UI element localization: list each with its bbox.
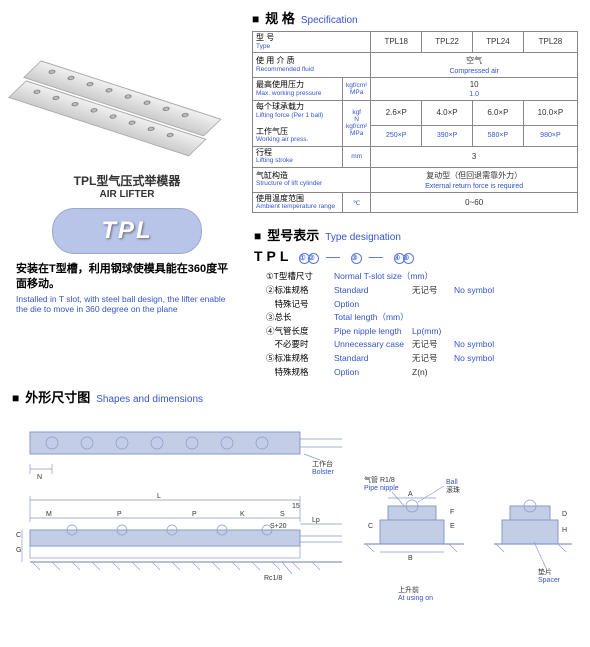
tpl-badge-text: TPL <box>101 217 152 245</box>
svg-text:C: C <box>368 523 373 530</box>
svg-text:气管 R1/8: 气管 R1/8 <box>364 475 395 484</box>
svg-text:15: 15 <box>292 503 300 510</box>
col-2: TPL22 <box>422 32 473 53</box>
svg-text:Lp: Lp <box>312 517 320 524</box>
svg-text:L: L <box>157 493 161 500</box>
product-image <box>12 8 232 168</box>
desig-list: ①T型槽尺寸Normal T-slot size（mm） ②标准规格Standa… <box>254 270 578 379</box>
svg-text:F: F <box>450 509 454 516</box>
col-3: TPL24 <box>472 32 523 53</box>
svg-text:G: G <box>16 547 21 554</box>
svg-text:N: N <box>37 474 42 481</box>
dimension-drawings: N 工作台 Bolster L M P P K S 15 Lp S+ <box>12 414 577 604</box>
svg-text:H: H <box>562 527 567 534</box>
svg-text:At using on: At using on <box>398 595 433 602</box>
svg-text:S: S <box>280 511 285 518</box>
svg-text:S+20: S+20 <box>270 523 287 530</box>
desc-en: Installed in T slot, with steel ball des… <box>16 294 238 315</box>
svg-text:A: A <box>408 491 413 498</box>
svg-text:滚珠: 滚珠 <box>446 485 460 494</box>
col-1: TPL18 <box>371 32 422 53</box>
desc-cn: 安装在T型槽，利用钢球使模具能在360度平面移动。 <box>16 262 238 292</box>
shapes-header: ■ 外形尺寸图 Shapes and dimensions <box>12 387 578 406</box>
svg-text:上升前: 上升前 <box>398 585 419 594</box>
col-4: TPL28 <box>523 32 577 53</box>
svg-text:Rc1/8: Rc1/8 <box>264 575 282 582</box>
svg-text:K: K <box>240 511 245 518</box>
svg-text:Pipe nipple: Pipe nipple <box>364 485 399 492</box>
tpl-badge: TPL <box>52 208 202 254</box>
svg-text:P: P <box>117 511 122 518</box>
svg-text:M: M <box>46 511 52 518</box>
desig-header: ■ 型号表示 Type designation <box>254 225 578 244</box>
product-title-en: AIR LIFTER <box>12 189 242 200</box>
svg-text:C: C <box>16 532 21 539</box>
svg-text:Spacer: Spacer <box>538 577 561 584</box>
product-title-cn: TPL型气压式举模器 <box>12 172 242 189</box>
svg-text:B: B <box>408 555 413 562</box>
svg-text:Ball: Ball <box>446 479 458 486</box>
svg-text:Bolster: Bolster <box>312 469 334 476</box>
fluid-val: 空气Compressed air <box>371 52 578 77</box>
maxpress-val: 101.0 <box>371 77 578 100</box>
svg-text:P: P <box>192 511 197 518</box>
svg-text:E: E <box>450 523 455 530</box>
svg-text:垫片: 垫片 <box>538 567 552 576</box>
spec-table: 型 号Type TPL18 TPL22 TPL24 TPL28 使 用 介 质R… <box>252 31 578 213</box>
desig-code: TPL ①② — ③ — ④⑤ <box>254 248 578 264</box>
spec-header: ■ 规 格 Specification <box>252 8 578 27</box>
svg-text:D: D <box>562 511 567 518</box>
svg-text:工作台: 工作台 <box>312 459 333 468</box>
